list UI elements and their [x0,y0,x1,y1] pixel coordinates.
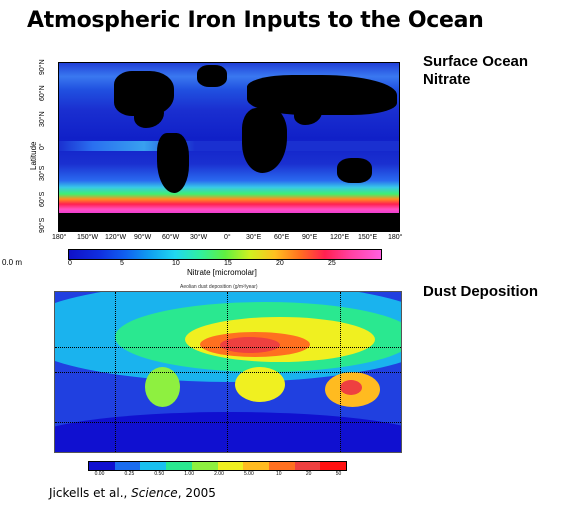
nitrate-colorbar-title: Nitrate [micromolar] [187,268,257,277]
lat-tick: 90°S [39,217,46,233]
lon-tick: 120°W [105,234,127,241]
lon-tick: 120°E [330,234,350,241]
dust-cb-tick: 2.00 [214,471,224,477]
citation-authors: Jickells et al., [49,486,132,500]
dust-colorbar-swatch [294,462,321,470]
dust-zone-sahara [220,337,280,353]
nitrate-label-line1: Surface Ocean [423,53,529,70]
land-central-america [134,103,164,128]
land-antarctica [59,213,399,231]
lat-tick: 0° [39,143,46,150]
lon-tick: 60°W [162,234,180,241]
dust-australia-core [340,380,362,395]
lon-tick: 30°W [190,234,208,241]
dust-cb-tick: 0.00 [94,471,105,477]
dust-cb-tick: 0.25 [124,471,135,477]
lon-tick: 60°E [274,234,290,241]
lon-tick: 150°E [358,234,378,241]
land-arabia-india [294,103,322,125]
grid-line [55,372,401,373]
dust-colorbar-swatch [166,462,192,470]
longitude-axis: 180° 150°W 120°W 90°W 60°W 30°W 0° 30°E … [52,234,408,244]
citation-journal: Science [131,486,178,500]
dust-colorbar-swatch [268,462,295,470]
dust-deposition-map [54,291,402,453]
dust-colorbar-swatch [320,462,347,470]
lon-tick: 180° [52,234,67,241]
land-africa [242,108,287,173]
grid-line [55,422,401,423]
nitrate-panel-label: Surface Ocean Nitrate [423,53,563,89]
dust-panel-label: Dust Deposition [423,283,538,300]
grid-line [227,292,228,452]
dust-colorbar-swatch [114,462,141,470]
lon-tick: 90°E [302,234,318,241]
nitrate-cb-tick: 0 [68,260,72,267]
grid-line [115,292,116,452]
equatorial-upwelling [59,141,399,151]
nitrate-label-line2: Nitrate [423,71,471,88]
lat-tick: 60°S [39,191,46,207]
nitrate-cb-tick: 20 [276,260,284,267]
lat-tick: 60°N [39,85,46,101]
nitrate-map [58,62,400,232]
dust-colorbar-swatch [217,462,244,470]
dust-colorbar-ticks: 0.00 0.25 0.50 1.00 2.00 5.00 10 20 50 [88,471,350,477]
dust-cb-tick: 0.50 [154,471,165,477]
grid-line [340,292,341,452]
lon-tick: 90°W [134,234,152,241]
dust-cb-tick: 50 [335,471,342,477]
latitude-axis-title: Latitude [29,141,38,170]
citation-year: , 2005 [177,486,216,500]
dust-colorbar-swatch [140,462,167,470]
lon-tick: 180° [388,234,403,241]
nitrate-colorbar-ticks: 0 5 10 15 20 25 [68,260,388,269]
land-greenland [197,65,227,87]
dust-colorbar-swatch [191,462,218,470]
nitrate-cb-tick: 5 [120,260,124,267]
citation: Jickells et al., Science, 2005 [49,486,216,500]
dust-colorbar [88,461,347,471]
page-title: Atmospheric Iron Inputs to the Ocean [27,8,484,33]
lon-tick: 0° [224,234,231,241]
dust-cb-tick: 5.00 [244,471,254,477]
dust-southern-ocean [55,412,401,452]
dust-cb-tick: 1.00 [184,471,194,477]
land-australia [337,158,372,183]
grid-line [55,347,401,348]
nitrate-cb-tick: 15 [224,260,232,267]
lon-tick: 150°W [77,234,99,241]
dust-cb-tick: 10 [275,471,282,477]
dust-map-title: Aeolian dust deposition (g/m²/year) [180,284,258,290]
lat-tick: 30°N [39,111,46,127]
dust-cb-tick: 20 [305,471,312,477]
lon-tick: 30°E [246,234,262,241]
nitrate-colorbar [68,249,382,260]
lat-tick: 90°N [39,59,46,75]
nitrate-cb-tick: 25 [328,260,336,267]
lat-tick: 30°S [39,165,46,181]
nitrate-cb-tick: 10 [172,260,180,267]
dust-colorbar-swatch [243,462,269,470]
depth-label: 0.0 m [2,258,23,267]
dust-colorbar-swatch [89,462,115,470]
dust-south-america [145,367,180,407]
land-south-america [157,133,189,193]
